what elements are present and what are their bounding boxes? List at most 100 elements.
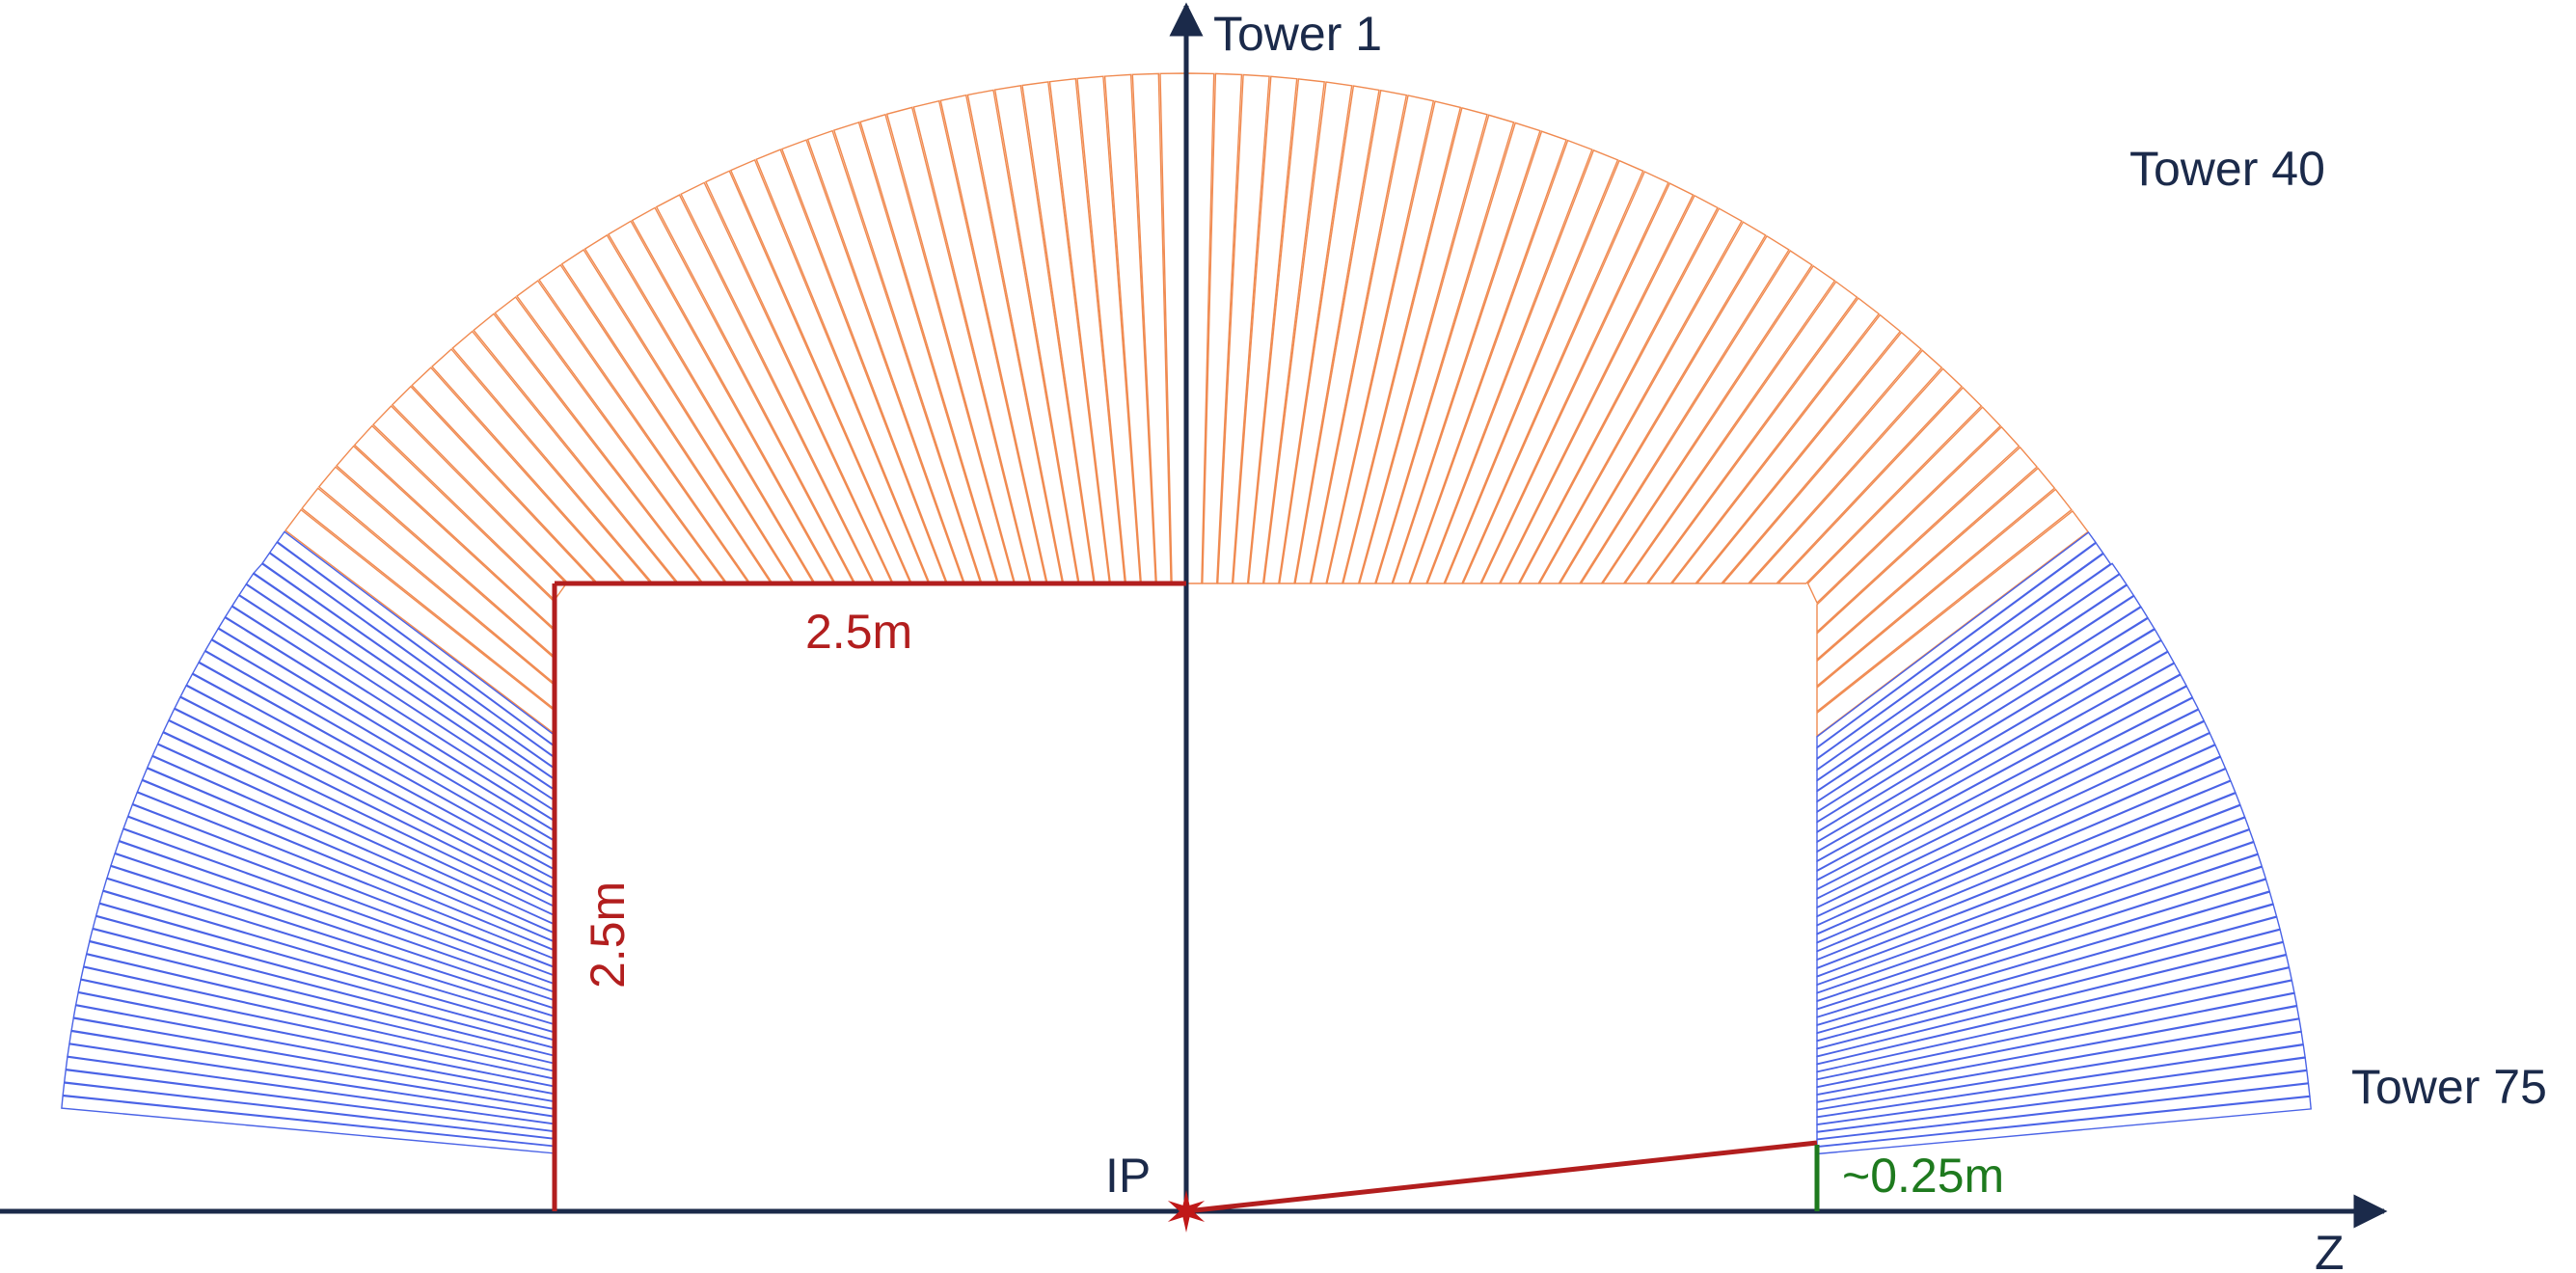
- tower-cell: [1816, 891, 2274, 1034]
- tower-cell: [1816, 866, 2267, 1018]
- tower-cell: [1646, 297, 1881, 584]
- ip-star-icon: [1167, 1190, 1206, 1232]
- tower-cell: [1816, 1082, 2311, 1148]
- tower-cell: [1816, 929, 2285, 1058]
- tower-cell: [1232, 75, 1298, 584]
- tower-cell: [210, 627, 556, 842]
- tower-cell: [1776, 386, 1983, 584]
- tower-cell: [1816, 510, 2089, 738]
- tower-cell: [372, 404, 568, 602]
- tower-cell: [1310, 95, 1435, 584]
- tower-cell: [1816, 583, 2135, 803]
- tower-cell: [1816, 779, 2237, 961]
- tower-cell: [912, 99, 1047, 584]
- tower-cell: [1374, 122, 1541, 584]
- tower-cell: [729, 158, 930, 584]
- tower-cell: [806, 129, 982, 584]
- tower-cell: [1518, 207, 1743, 584]
- tower-cell: [1816, 768, 2232, 953]
- tower-cell: [1816, 662, 2182, 872]
- tower-cell: [1816, 979, 2295, 1088]
- tower-cell: [1816, 425, 2020, 634]
- tower-cell: [391, 385, 598, 584]
- tower-cell: [1670, 313, 1902, 584]
- tower-cell: [1816, 573, 2128, 793]
- tower-cell: [1461, 171, 1669, 584]
- tower-cell: [1601, 264, 1836, 584]
- tower-cell: [110, 853, 556, 1010]
- tower-cell: [1816, 617, 2156, 833]
- tower-cell: [1816, 1017, 2302, 1111]
- tower-cell: [1816, 1005, 2300, 1103]
- tower-cell: [1816, 879, 2271, 1026]
- tower-cell: [1816, 542, 2104, 760]
- tower-cell: [1816, 531, 2097, 749]
- tower-cell: [1816, 816, 2251, 986]
- tower-cell: [1816, 732, 2216, 927]
- tower-cell: [1247, 78, 1325, 584]
- tower-cell: [1076, 75, 1142, 584]
- tower-cell: [1816, 1070, 2310, 1140]
- tower-cell: [102, 878, 556, 1025]
- dim-vertical-label: 2.5m: [581, 881, 635, 989]
- tower-cell: [1816, 553, 2112, 772]
- tower-cell: [1816, 792, 2241, 969]
- tower-cell: [1816, 562, 2121, 782]
- tower-cell: [1816, 904, 2278, 1043]
- tower-cell: [1816, 804, 2246, 978]
- tower-cell: [1816, 841, 2259, 1002]
- tower-cell: [966, 89, 1079, 584]
- tower-cell: [1358, 114, 1515, 584]
- tower-cell: [939, 94, 1064, 584]
- tower-cell: [1816, 1043, 2306, 1125]
- tower-cell: [1202, 72, 1243, 584]
- tower-cell: [1048, 77, 1126, 584]
- tower-cell: [1816, 954, 2291, 1073]
- tower-cell: [1278, 85, 1380, 584]
- tower-cell: [1816, 606, 2149, 824]
- dim-horizontal-label: 2.5m: [805, 605, 912, 659]
- tower-40-label: Tower 40: [2129, 142, 2325, 196]
- tower-1-label: Tower 1: [1213, 7, 1382, 61]
- tower-cell: [1806, 406, 2002, 605]
- tower-cell: [1816, 916, 2281, 1050]
- tower-cell: [1816, 1057, 2308, 1133]
- tower-cell: [1103, 73, 1157, 584]
- tower-cell: [1444, 159, 1644, 584]
- tower-cell: [80, 965, 556, 1080]
- tower-cell: [1262, 81, 1353, 584]
- dim-offset-label: ~0.25m: [1842, 1149, 2004, 1203]
- tower-cell: [1216, 73, 1270, 584]
- tower-cell: [276, 530, 556, 747]
- dimension-lines: [552, 581, 1820, 1214]
- tower-cell: [1499, 194, 1719, 584]
- tower-cell: [89, 928, 556, 1057]
- tower-cell: [1480, 182, 1695, 584]
- tower-cell: [1425, 149, 1619, 584]
- tower-cell: [1816, 853, 2264, 1011]
- tower-cell: [1816, 673, 2187, 881]
- tower-cell: [1816, 828, 2255, 994]
- tower-cell: [118, 827, 556, 993]
- tower-cell: [1623, 281, 1858, 584]
- tower-75-label: Tower 75: [2351, 1060, 2547, 1114]
- tower-cell: [1816, 1031, 2304, 1118]
- tower-cell: [1538, 221, 1767, 584]
- tower-cell: [1580, 250, 1813, 584]
- tower-cell: [1816, 628, 2162, 843]
- tower-cell: [1326, 100, 1462, 584]
- tower-cell: [1816, 966, 2293, 1080]
- tower-cell: [680, 181, 894, 584]
- tower-cell: [1816, 744, 2222, 935]
- tower-cell: [92, 915, 556, 1049]
- tower-cell: [1816, 446, 2039, 662]
- tower-cell: [1294, 89, 1408, 584]
- tower-cell: [122, 816, 556, 985]
- tower-cell: [1722, 349, 1943, 584]
- tower-cell: [1816, 639, 2169, 853]
- tower-cell: [203, 638, 556, 852]
- tower-cell: [65, 1056, 556, 1132]
- tower-cell: [245, 572, 556, 792]
- tower-cell: [1559, 234, 1790, 584]
